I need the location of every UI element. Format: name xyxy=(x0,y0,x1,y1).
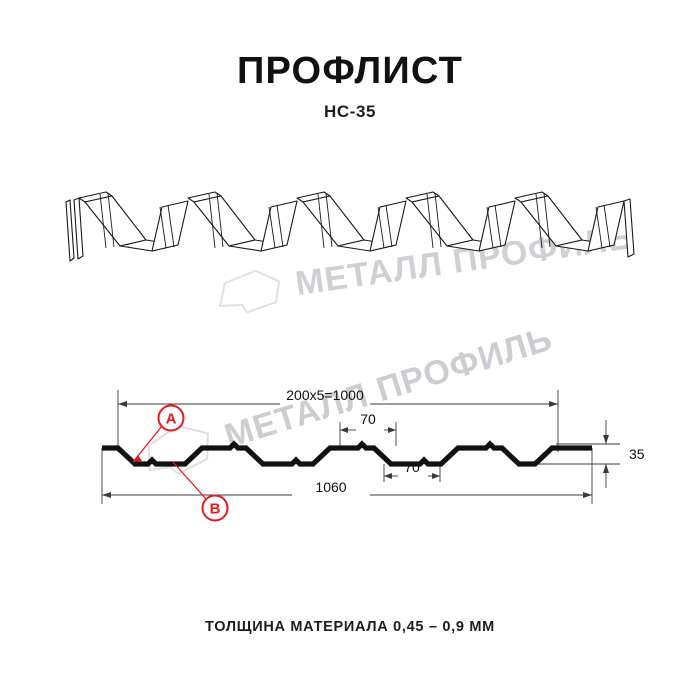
cross-section-view: МЕТАЛЛ ПРОФИЛЬ xyxy=(40,320,660,522)
callout-label-b: B xyxy=(210,501,221,518)
callouts: A B xyxy=(132,404,229,522)
callout-b-leader xyxy=(172,461,207,500)
isometric-view: МЕТАЛЛ ПРОФИЛЬ xyxy=(60,178,640,314)
callout-a-arrow xyxy=(133,455,142,462)
dim-overall-width: 1060 xyxy=(315,479,346,495)
dim-bottom-flange: 70 xyxy=(404,459,420,475)
dim-pitch-total: 200x5=1000 xyxy=(286,387,364,403)
material-thickness-note: ТОЛЩИНА МАТЕРИАЛА 0,45 – 0,9 ММ xyxy=(205,619,495,635)
dim-profile-height: 35 xyxy=(629,446,645,462)
callout-marker-b: B xyxy=(201,494,229,522)
title-block: ПРОФЛИСТ НС-35 xyxy=(0,50,700,122)
profile-outline xyxy=(102,440,592,467)
callout-label-a: A xyxy=(166,411,177,428)
sheet-geometry xyxy=(65,191,635,262)
dimension-lines xyxy=(101,390,620,504)
callout-marker-a: A xyxy=(157,404,185,432)
page-title: ПРОФЛИСТ xyxy=(237,50,463,92)
watermark-text-section: МЕТАЛЛ ПРОФИЛЬ xyxy=(220,320,557,456)
dim-top-flange: 70 xyxy=(360,411,376,427)
dimension-labels: 200x5=1000 70 70 1060 35 xyxy=(286,387,645,495)
product-model: НС-35 xyxy=(323,101,377,121)
